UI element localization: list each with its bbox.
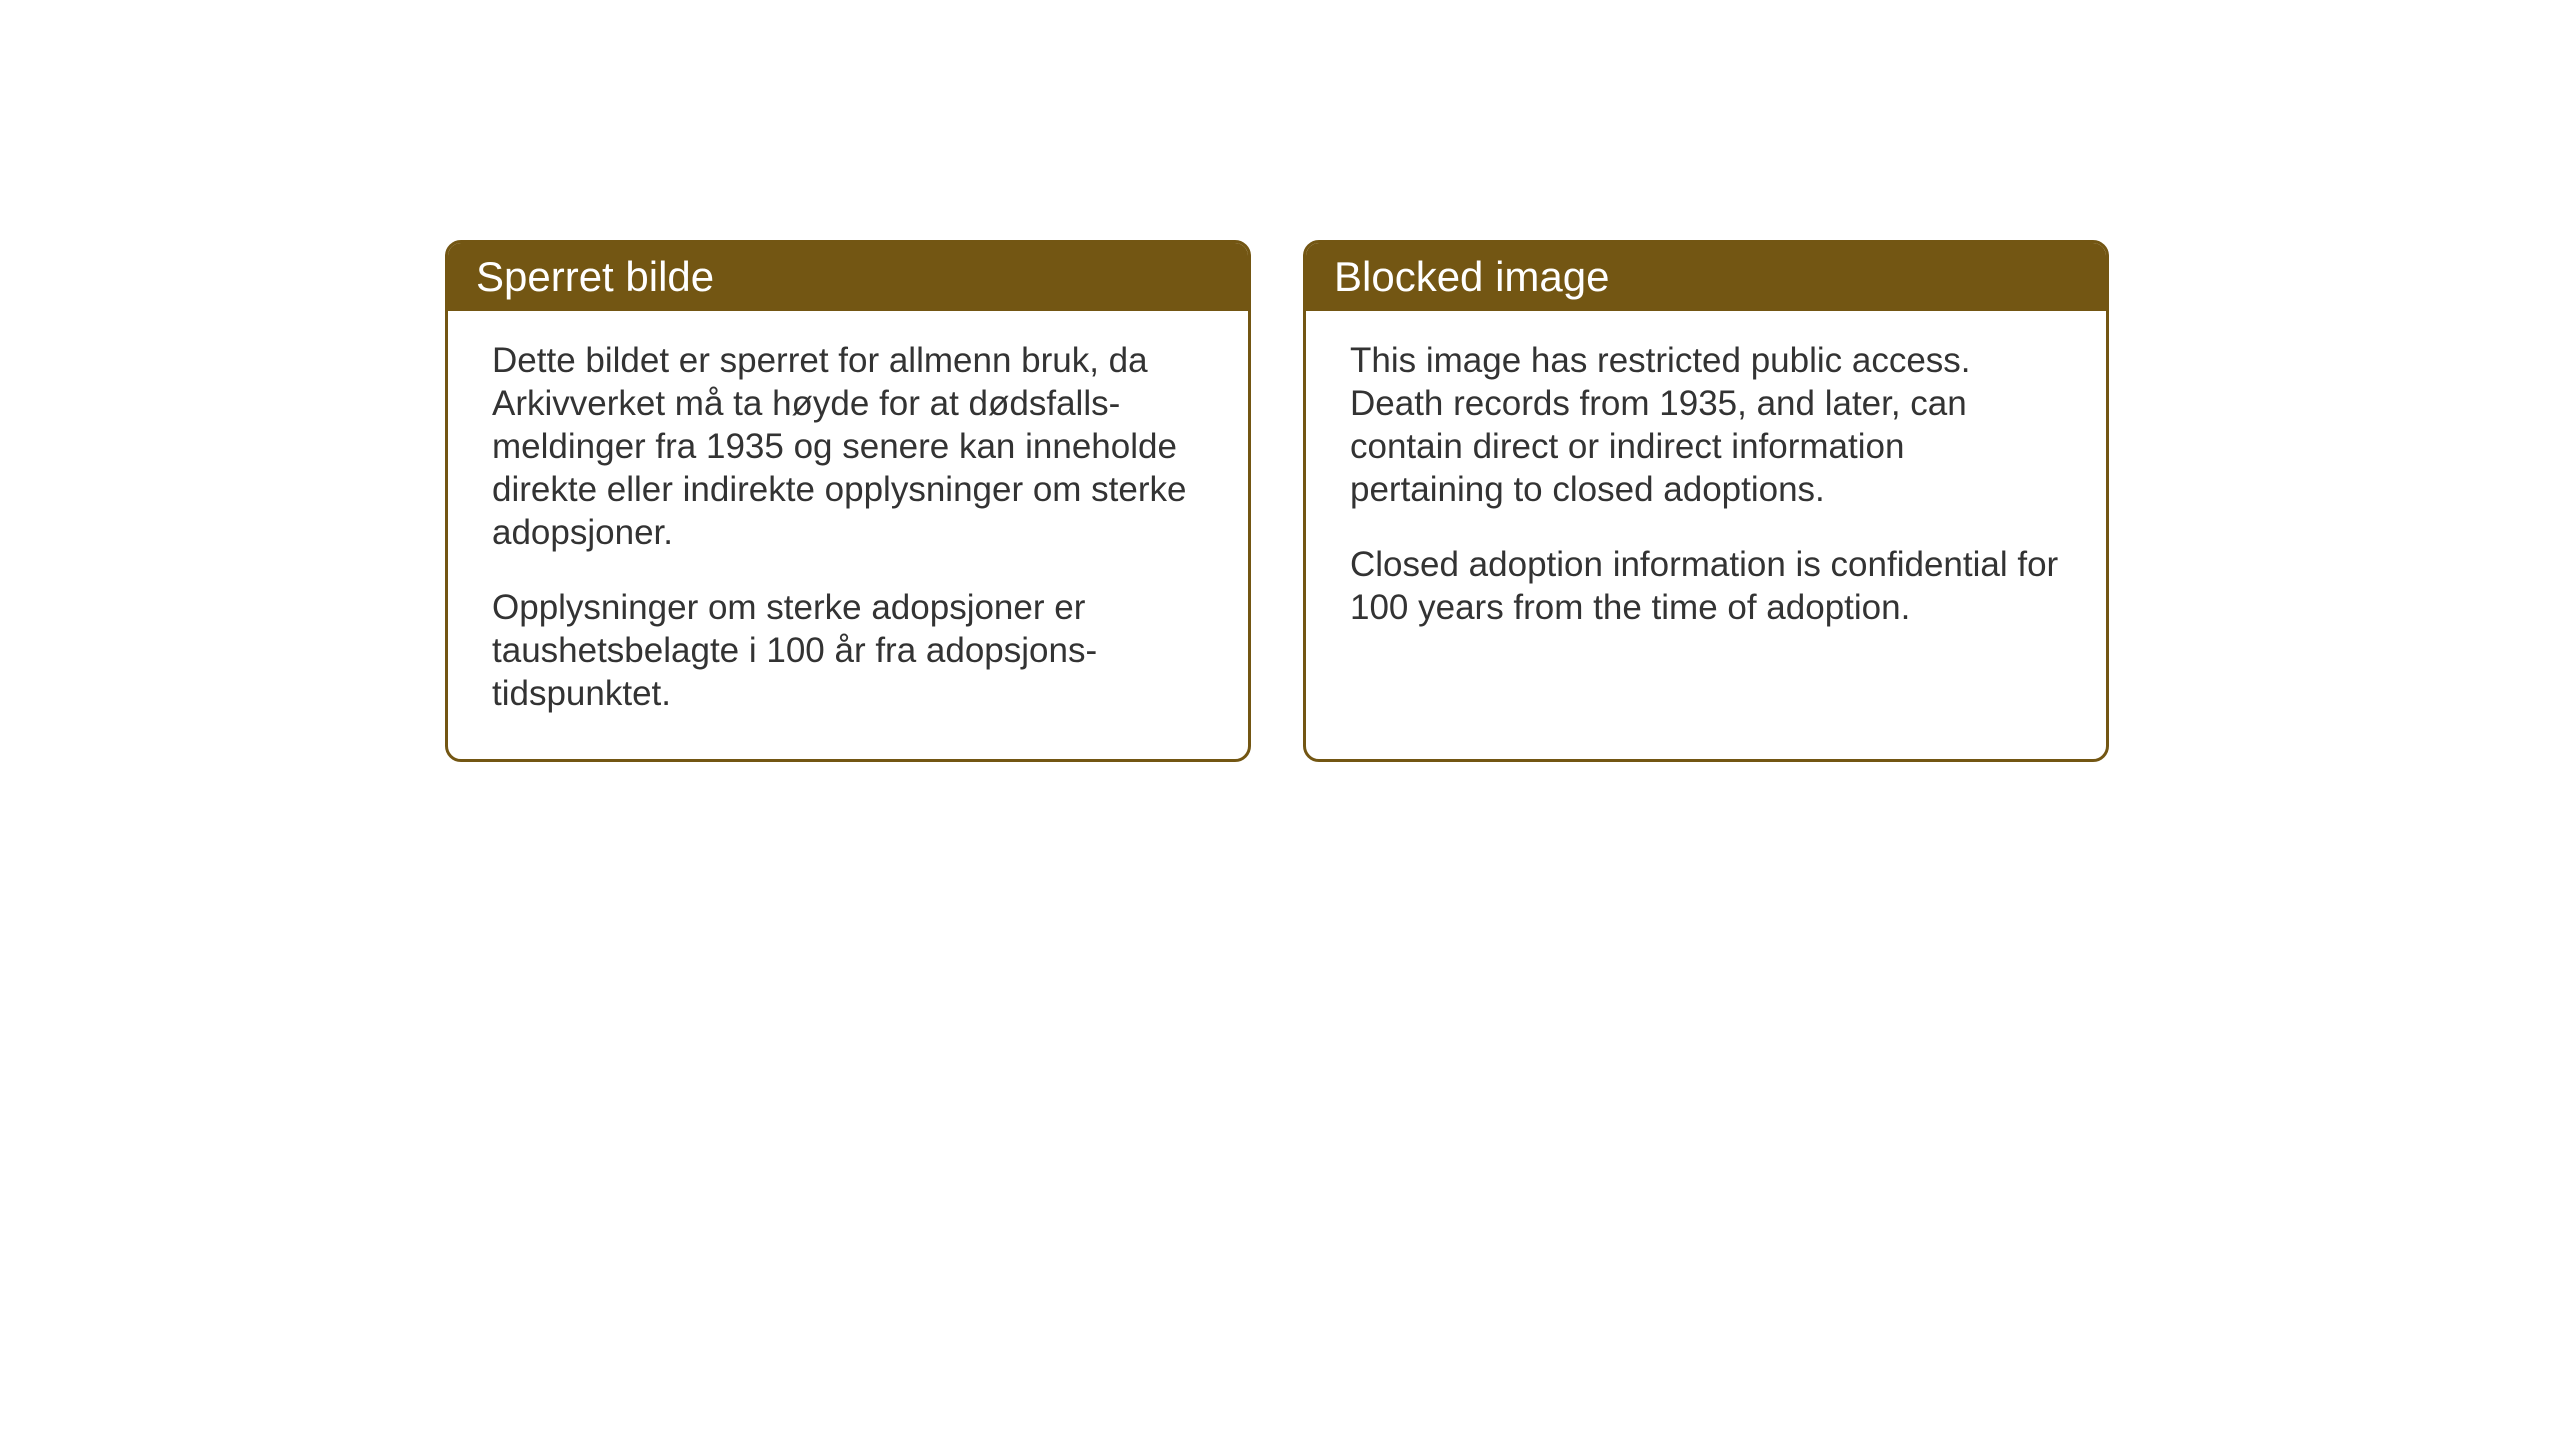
card-title-norwegian: Sperret bilde [476,253,714,300]
card-header-norwegian: Sperret bilde [448,243,1248,311]
card-title-english: Blocked image [1334,253,1609,300]
card-paragraph-1-norwegian: Dette bildet er sperret for allmenn bruk… [492,339,1204,554]
notice-card-english: Blocked image This image has restricted … [1303,240,2109,762]
notice-card-norwegian: Sperret bilde Dette bildet er sperret fo… [445,240,1251,762]
card-body-english: This image has restricted public access.… [1306,311,2106,741]
card-header-english: Blocked image [1306,243,2106,311]
card-paragraph-1-english: This image has restricted public access.… [1350,339,2062,511]
card-body-norwegian: Dette bildet er sperret for allmenn bruk… [448,311,1248,759]
card-paragraph-2-english: Closed adoption information is confident… [1350,543,2062,629]
card-paragraph-2-norwegian: Opplysninger om sterke adopsjoner er tau… [492,586,1204,715]
notice-cards-container: Sperret bilde Dette bildet er sperret fo… [445,240,2109,762]
